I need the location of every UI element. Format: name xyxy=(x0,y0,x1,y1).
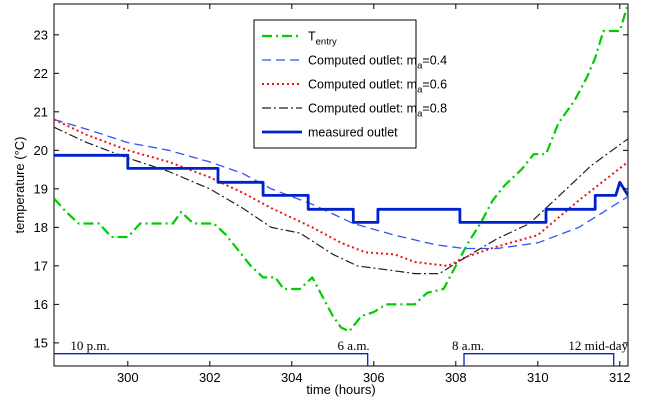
y-tick-label: 23 xyxy=(34,27,48,42)
time-marker-label: 12 mid-day xyxy=(568,338,628,353)
x-tick-label: 310 xyxy=(527,370,549,385)
series-line-0 xyxy=(54,4,628,333)
x-tick-label: 302 xyxy=(199,370,221,385)
time-markers: 10 p.m. 6 a.m. 8 a.m. 12 mid-day xyxy=(70,338,628,353)
x-tick-label: 312 xyxy=(609,370,631,385)
y-tick-label: 17 xyxy=(34,258,48,273)
y-tick-label: 15 xyxy=(34,335,48,350)
series-line-4 xyxy=(54,153,628,224)
x-axis: 300 302 304 306 308 310 312 xyxy=(117,4,631,385)
legend-label-4: measured outlet xyxy=(308,126,398,140)
x-tick-label: 308 xyxy=(445,370,467,385)
y-tick-label: 21 xyxy=(34,104,48,119)
y-tick-label: 18 xyxy=(34,220,48,235)
y-tick-label: 20 xyxy=(34,143,48,158)
series-line-1 xyxy=(54,118,628,250)
series-line-2 xyxy=(54,118,628,267)
y-axis: 15 16 17 18 19 20 21 22 23 xyxy=(34,27,628,350)
x-tick-label: 306 xyxy=(363,370,385,385)
y-tick-label: 19 xyxy=(34,181,48,196)
legend-label-2: Computed outlet: ma=0.6 xyxy=(308,78,447,96)
x-tick-label: 300 xyxy=(117,370,139,385)
time-marker-label: 8 a.m. xyxy=(452,338,484,353)
x-axis-label: time (hours) xyxy=(306,382,375,397)
legend: Tentry Computed outlet: ma=0.4 Computed ou… xyxy=(253,19,447,149)
day-indicator-line xyxy=(54,353,615,366)
legend-box xyxy=(253,19,417,149)
legend-label-3: Computed outlet: ma=0.8 xyxy=(308,102,447,120)
time-marker-label: 10 p.m. xyxy=(70,338,109,353)
y-tick-label: 22 xyxy=(34,66,48,81)
series-lines xyxy=(54,4,628,366)
y-axis-label: temperature (°C) xyxy=(12,137,27,234)
legend-label-0: Tentry xyxy=(308,30,337,48)
series-line-3 xyxy=(54,126,628,275)
y-tick-label: 16 xyxy=(34,297,48,312)
x-tick-label: 304 xyxy=(281,370,303,385)
legend-label-1: Computed outlet: ma=0.4 xyxy=(308,54,447,72)
time-marker-label: 6 a.m. xyxy=(338,338,370,353)
